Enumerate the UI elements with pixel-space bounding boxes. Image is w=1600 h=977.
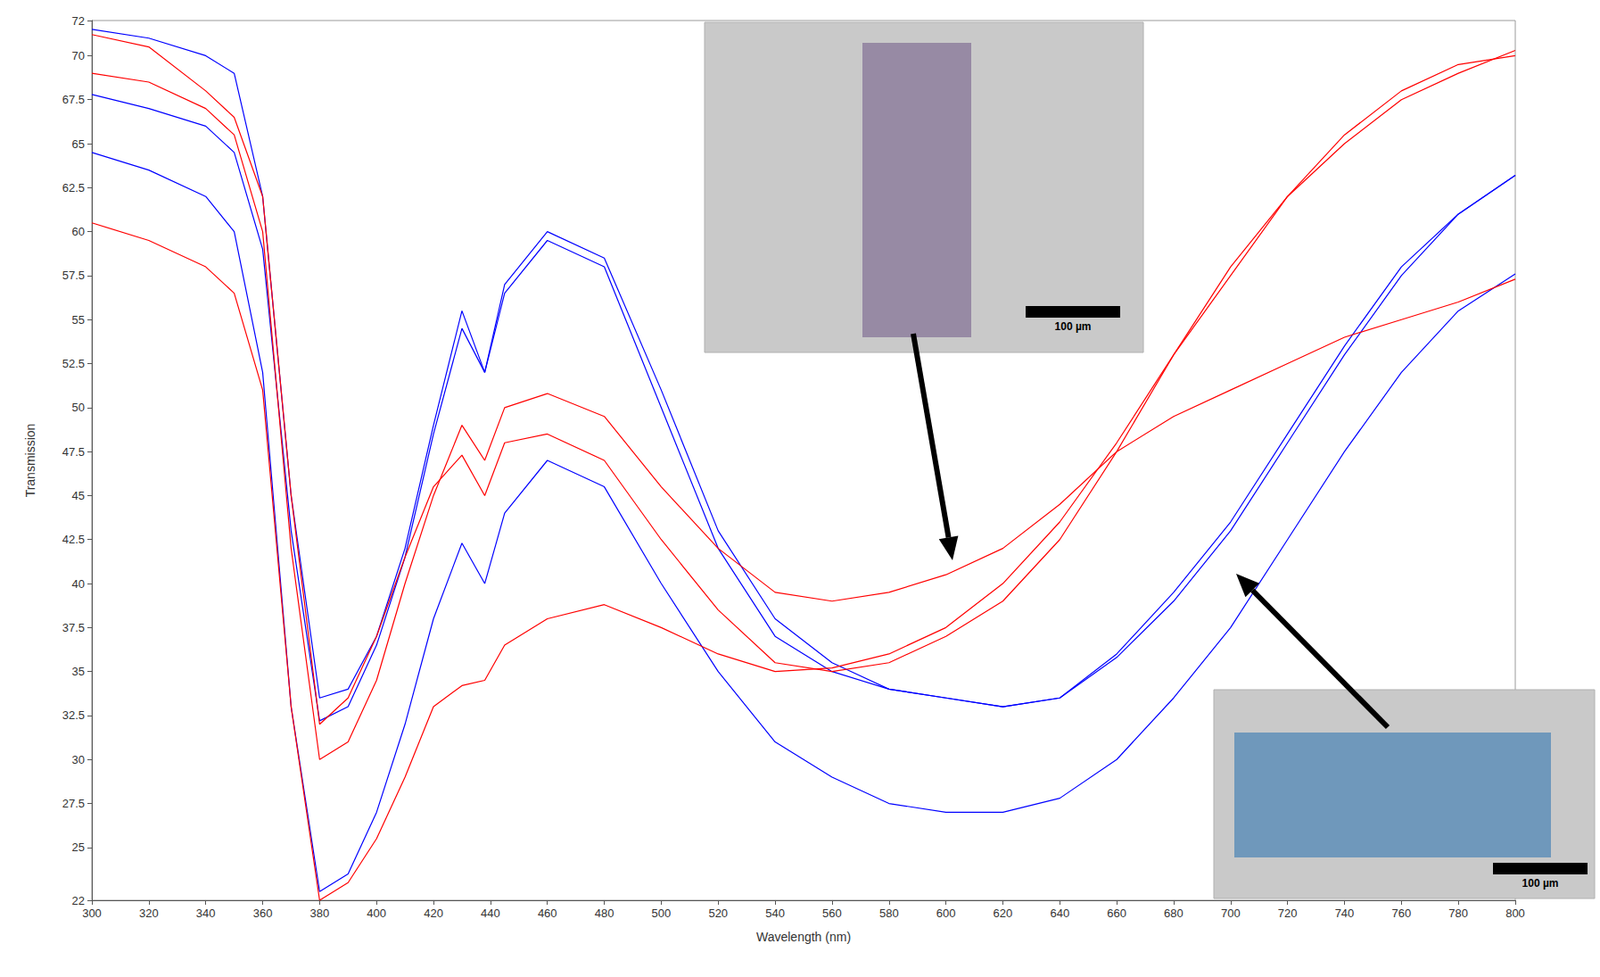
svg-text:760: 760 — [1391, 906, 1411, 920]
svg-text:50: 50 — [72, 400, 85, 414]
svg-text:62.5: 62.5 — [62, 181, 85, 195]
svg-text:67.5: 67.5 — [62, 92, 85, 107]
svg-text:780: 780 — [1448, 906, 1469, 920]
svg-text:360: 360 — [253, 906, 273, 920]
svg-text:720: 720 — [1278, 906, 1298, 920]
svg-text:Wavelength (nm): Wavelength (nm) — [756, 929, 851, 944]
svg-text:520: 520 — [708, 906, 728, 920]
svg-text:540: 540 — [765, 906, 785, 920]
svg-text:320: 320 — [139, 906, 159, 920]
svg-text:480: 480 — [594, 906, 615, 920]
svg-text:37.5: 37.5 — [62, 620, 85, 635]
svg-text:740: 740 — [1335, 906, 1355, 920]
svg-text:72: 72 — [72, 14, 85, 28]
svg-text:300: 300 — [82, 906, 102, 920]
svg-text:70: 70 — [72, 49, 85, 63]
svg-text:45: 45 — [72, 488, 85, 503]
svg-text:340: 340 — [196, 906, 216, 920]
svg-text:Transmission: Transmission — [23, 423, 38, 498]
svg-text:700: 700 — [1220, 906, 1241, 920]
svg-text:52.5: 52.5 — [62, 356, 85, 371]
svg-text:40: 40 — [72, 577, 85, 591]
svg-text:27.5: 27.5 — [62, 796, 85, 810]
svg-text:42.5: 42.5 — [62, 532, 85, 546]
svg-text:580: 580 — [879, 906, 899, 920]
svg-text:30: 30 — [72, 752, 85, 767]
svg-text:60: 60 — [72, 224, 85, 239]
svg-text:560: 560 — [822, 906, 842, 920]
svg-text:680: 680 — [1163, 906, 1184, 920]
svg-text:47.5: 47.5 — [62, 445, 85, 459]
svg-text:100 µm: 100 µm — [1522, 876, 1559, 890]
svg-text:640: 640 — [1049, 906, 1070, 920]
svg-text:660: 660 — [1106, 906, 1127, 920]
svg-text:100 µm: 100 µm — [1055, 320, 1092, 333]
svg-text:380: 380 — [310, 906, 330, 920]
svg-text:55: 55 — [72, 313, 85, 327]
svg-text:57.5: 57.5 — [62, 268, 85, 282]
svg-text:400: 400 — [366, 906, 387, 920]
svg-text:500: 500 — [651, 906, 672, 920]
svg-text:800: 800 — [1505, 906, 1526, 920]
svg-text:440: 440 — [480, 906, 501, 920]
svg-text:420: 420 — [423, 906, 444, 920]
svg-text:32.5: 32.5 — [62, 708, 85, 722]
svg-text:620: 620 — [993, 906, 1014, 920]
svg-text:65: 65 — [72, 137, 85, 151]
svg-text:25: 25 — [72, 840, 85, 854]
svg-text:35: 35 — [72, 664, 85, 678]
svg-text:22: 22 — [72, 893, 85, 908]
svg-text:600: 600 — [936, 906, 957, 920]
svg-text:460: 460 — [537, 906, 558, 920]
